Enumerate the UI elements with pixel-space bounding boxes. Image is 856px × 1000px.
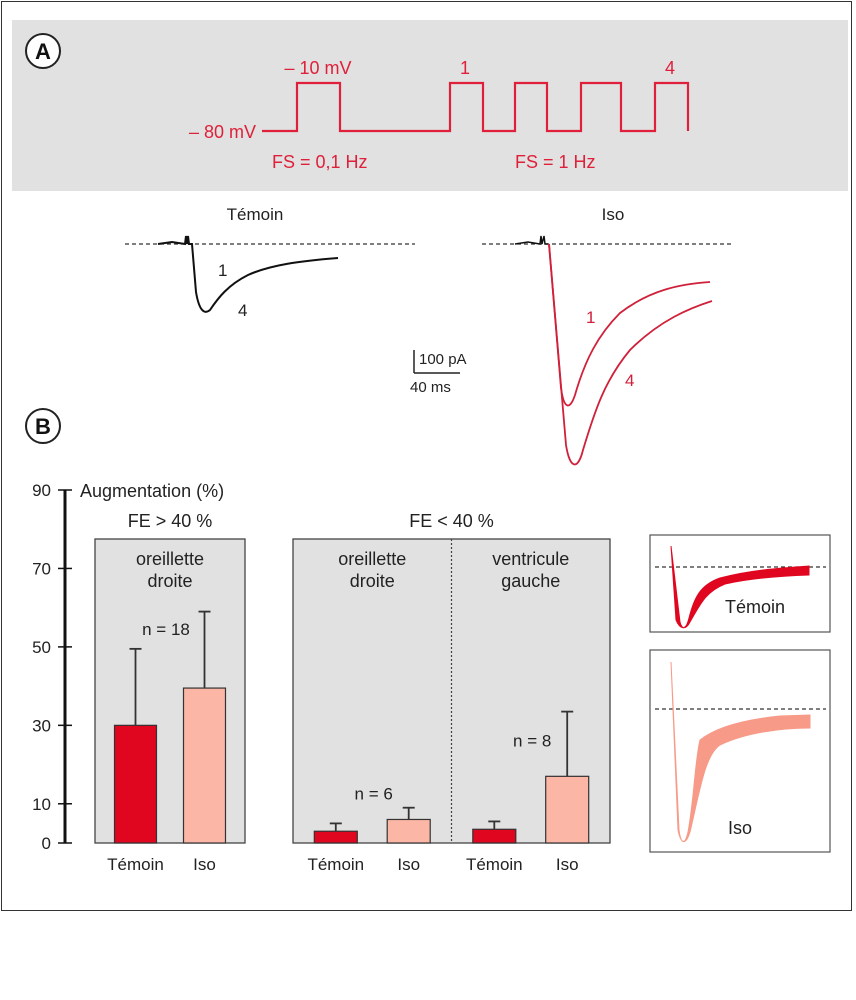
panel-label-line1: oreillette bbox=[338, 549, 406, 569]
inset-iso-label: Iso bbox=[728, 818, 752, 838]
y-tick-label: 70 bbox=[32, 559, 51, 578]
control-traces-title: Témoin bbox=[227, 205, 284, 224]
y-axis-title: Augmentation (%) bbox=[80, 481, 224, 501]
x-category-label: Témoin bbox=[307, 855, 364, 874]
iso-trace-1-label: 1 bbox=[586, 308, 595, 327]
iso-current-trace-4 bbox=[548, 243, 713, 466]
panel-label-line2: droite bbox=[350, 571, 395, 591]
bar-control bbox=[313, 830, 358, 844]
n-label: n = 18 bbox=[142, 620, 190, 639]
protocol-panel-background bbox=[12, 20, 848, 191]
x-category-label: Témoin bbox=[107, 855, 164, 874]
bar-iso bbox=[182, 687, 227, 844]
y-tick-label: 10 bbox=[32, 795, 51, 814]
y-tick-label: 50 bbox=[32, 638, 51, 657]
y-tick-label: 30 bbox=[32, 716, 51, 735]
panel-label-line2: droite bbox=[147, 571, 192, 591]
panel-a-badge: A bbox=[25, 33, 61, 69]
n-label: n = 6 bbox=[355, 785, 393, 804]
inset-control-envelope bbox=[670, 545, 810, 629]
control-trace-4-label: 4 bbox=[238, 301, 247, 320]
panel-label-line1: ventricule bbox=[492, 549, 569, 569]
scale-current-label: 100 pA bbox=[419, 351, 467, 368]
control-current-trace bbox=[157, 235, 339, 313]
step-potential-label: – 10 mV bbox=[284, 58, 351, 78]
voltage-protocol-trace bbox=[262, 81, 690, 133]
x-category-label: Iso bbox=[193, 855, 216, 874]
bar-control bbox=[113, 724, 158, 844]
group-header: FE < 40 % bbox=[409, 511, 494, 531]
bar-control bbox=[472, 828, 517, 844]
inset-control: Témoin bbox=[649, 534, 831, 633]
panel-a-label: A bbox=[35, 39, 51, 64]
figure-frame bbox=[1, 1, 852, 911]
y-tick-label: 0 bbox=[42, 834, 51, 853]
scale-bar bbox=[413, 350, 460, 374]
panel-b-badge: B bbox=[25, 408, 61, 444]
iso-small-spike bbox=[514, 235, 548, 245]
iso-current-trace-1 bbox=[548, 243, 711, 407]
frequency-slow-label: FS = 0,1 Hz bbox=[272, 152, 368, 172]
inset-iso-envelope bbox=[670, 661, 811, 842]
pulse-1-label: 1 bbox=[460, 58, 470, 78]
y-tick-label: 90 bbox=[32, 481, 51, 500]
bar-chart: 0 10 30 50 70 90 Augmentation (%) FE > 40 % orei… bbox=[32, 481, 611, 874]
frequency-fast-label: FS = 1 Hz bbox=[515, 152, 596, 172]
group-header: FE > 40 % bbox=[128, 511, 213, 531]
bar-iso bbox=[545, 775, 590, 844]
panel-label-line2: gauche bbox=[501, 571, 560, 591]
panel-b-label: B bbox=[35, 414, 51, 439]
iso-trace-4-label: 4 bbox=[625, 371, 634, 390]
x-category-label: Iso bbox=[397, 855, 420, 874]
panel-label-line1: oreillette bbox=[136, 549, 204, 569]
control-trace-1-label: 1 bbox=[218, 261, 227, 280]
holding-potential-label: – 80 mV bbox=[189, 122, 256, 142]
bar-iso bbox=[386, 818, 431, 844]
x-category-label: Témoin bbox=[466, 855, 523, 874]
pulse-4-label: 4 bbox=[665, 58, 675, 78]
x-category-label: Iso bbox=[556, 855, 579, 874]
scale-time-label: 40 ms bbox=[410, 379, 451, 396]
inset-control-label: Témoin bbox=[725, 597, 785, 617]
inset-iso: Iso bbox=[649, 649, 831, 853]
n-label: n = 8 bbox=[513, 732, 551, 751]
iso-traces-title: Iso bbox=[602, 205, 625, 224]
